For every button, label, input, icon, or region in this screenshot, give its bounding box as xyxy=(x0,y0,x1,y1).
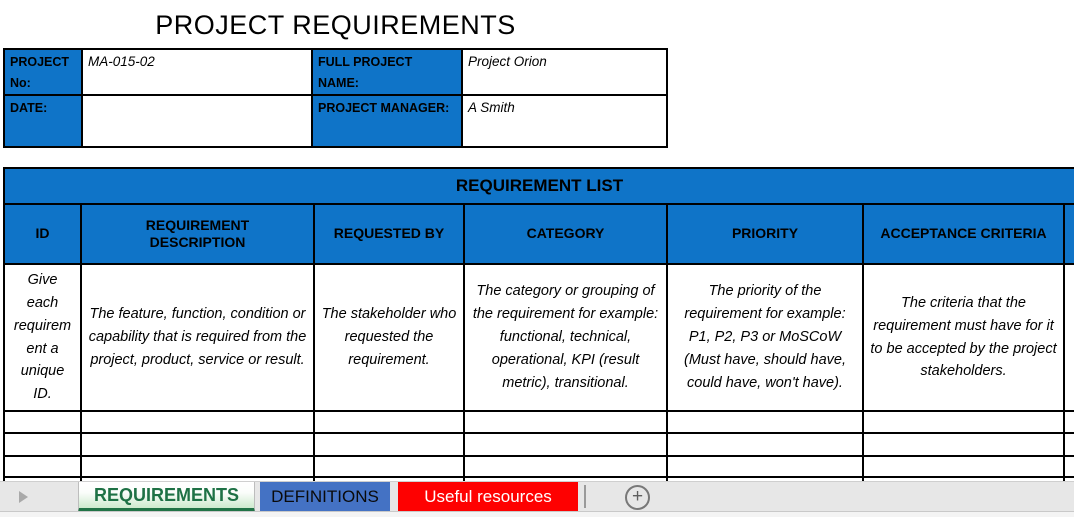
description-overflow xyxy=(1065,265,1074,410)
empty-data-row[interactable] xyxy=(5,478,1074,483)
add-sheet-button[interactable]: + xyxy=(625,485,650,510)
description-acceptance-criteria: The criteria that the requirement must h… xyxy=(864,265,1065,410)
status-bar-strip xyxy=(0,511,1074,517)
sheet-tab-bar: REQUIREMENTS DEFINITIONS Useful resource… xyxy=(0,481,1074,512)
requirement-list-header-row: ID REQUIREMENT DESCRIPTION REQUESTED BY … xyxy=(5,205,1074,265)
requirement-list-table: REQUIREMENT LIST ID REQUIREMENT DESCRIPT… xyxy=(3,167,1074,483)
project-no-cell[interactable]: MA-015-02 xyxy=(83,50,313,96)
empty-data-row[interactable] xyxy=(5,457,1074,478)
full-project-name-cell[interactable]: Project Orion xyxy=(463,50,666,96)
tab-useful-resources[interactable]: Useful resources xyxy=(398,482,578,512)
column-header-requested-by: REQUESTED BY xyxy=(315,205,465,263)
project-info-table: PROJECT No: MA-015-02 FULL PROJECT NAME:… xyxy=(3,48,668,148)
description-id: Give each requirement a unique ID. xyxy=(5,265,82,410)
date-label: DATE: xyxy=(5,96,83,146)
tab-divider xyxy=(584,485,586,508)
full-project-name-label: FULL PROJECT NAME: xyxy=(313,50,463,96)
column-header-category: CATEGORY xyxy=(465,205,668,263)
tab-definitions[interactable]: DEFINITIONS xyxy=(260,482,390,512)
project-no-label: PROJECT No: xyxy=(5,50,83,96)
description-priority: The priority of the requirement for exam… xyxy=(668,265,864,410)
requirement-list-title: REQUIREMENT LIST xyxy=(5,169,1074,205)
page-title: PROJECT REQUIREMENTS xyxy=(155,10,516,40)
empty-data-row[interactable] xyxy=(5,412,1074,434)
empty-data-row[interactable] xyxy=(5,434,1074,457)
description-requested-by: The stakeholder who requested the requir… xyxy=(315,265,465,410)
column-header-priority: PRIORITY xyxy=(668,205,864,263)
tab-requirements[interactable]: REQUIREMENTS xyxy=(78,482,255,512)
project-manager-label: PROJECT MANAGER: xyxy=(313,96,463,146)
description-category: The category or grouping of the requirem… xyxy=(465,265,668,410)
sheet-nav-right-icon[interactable] xyxy=(19,491,28,503)
column-header-description: REQUIREMENT DESCRIPTION xyxy=(82,205,315,263)
column-descriptions-row: Give each requirement a unique ID. The f… xyxy=(5,265,1074,412)
column-header-id: ID xyxy=(5,205,82,263)
column-header-overflow xyxy=(1065,205,1074,263)
project-manager-cell[interactable]: A Smith xyxy=(463,96,666,146)
date-cell[interactable] xyxy=(83,96,313,146)
column-header-acceptance-criteria: ACCEPTANCE CRITERIA xyxy=(864,205,1065,263)
description-requirement: The feature, function, condition or capa… xyxy=(82,265,315,410)
